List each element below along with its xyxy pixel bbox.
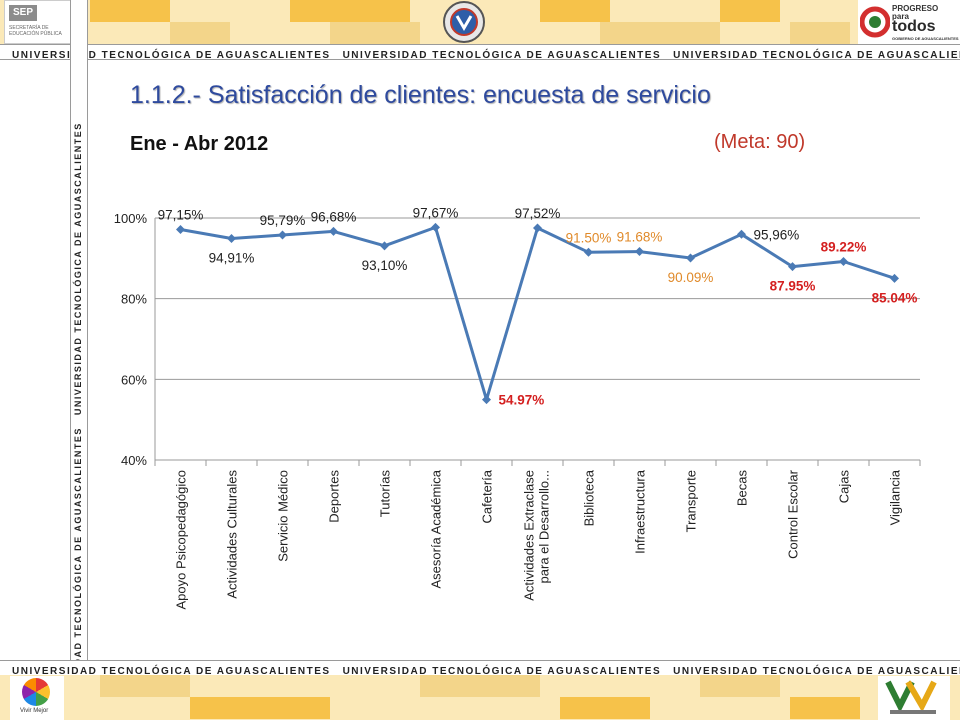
data-point-marker bbox=[788, 262, 797, 272]
top-banner bbox=[0, 0, 960, 44]
data-point-marker bbox=[839, 256, 848, 266]
x-tick-label: Becas bbox=[735, 470, 750, 507]
data-point-marker bbox=[686, 253, 695, 263]
x-tick-label: Vigilancia bbox=[888, 469, 903, 525]
data-label: 97,67% bbox=[413, 205, 459, 220]
vivir-mejor-text: Vivir Mejor bbox=[20, 708, 49, 714]
y-tick-label: 100% bbox=[114, 211, 148, 226]
x-tick-label: Deportes bbox=[327, 470, 342, 523]
data-label: 97,15% bbox=[158, 207, 204, 222]
x-tick-label: Biblioteca bbox=[582, 469, 597, 526]
data-point-marker bbox=[533, 223, 542, 233]
data-point-marker bbox=[329, 226, 338, 236]
x-tick-label: Servicio Médico bbox=[276, 470, 291, 562]
data-label: 95,96% bbox=[754, 227, 800, 242]
y-tick-label: 40% bbox=[121, 453, 147, 468]
uta-anniversary-logo-icon bbox=[878, 676, 950, 720]
satisfaction-line-chart: 40% 60% 80% 100% 97,15% 94,91% 95,79% 96,68% 93,… bbox=[114, 205, 921, 610]
data-point-marker bbox=[176, 224, 185, 234]
data-label: 96,68% bbox=[311, 209, 357, 224]
left-strip-text: UNIVERSIDAD TECNOLÓGICA DE AGUASCALIENTE… bbox=[73, 122, 83, 720]
data-label: 91.50% bbox=[566, 230, 612, 245]
university-strip-top: UNIVERSIDAD TECNOLÓGICA DE AGUASCALIENTE… bbox=[0, 44, 960, 60]
x-tick-label: Cajas bbox=[837, 470, 852, 504]
progreso-logo-icon bbox=[860, 6, 890, 38]
data-label: 90.09% bbox=[668, 270, 714, 285]
data-label: 54.97% bbox=[499, 393, 545, 408]
data-label: 89.22% bbox=[821, 239, 867, 254]
period-label: Ene - Abr 2012 bbox=[130, 133, 269, 155]
x-tick-label: Apoyo Psicopedagógico bbox=[174, 470, 189, 610]
x-tick-label: Cafetería bbox=[480, 469, 495, 523]
data-label: 85.04% bbox=[872, 290, 918, 305]
vivir-mejor-logo: Vivir Mejor bbox=[10, 676, 64, 720]
data-label: 87.95% bbox=[770, 279, 816, 294]
x-tick-label: Asesoría Académica bbox=[429, 469, 444, 588]
progreso-logo-line1: PROGRESO bbox=[892, 4, 939, 13]
data-label: 97,52% bbox=[515, 206, 561, 221]
series-line bbox=[180, 225, 895, 402]
data-point-marker bbox=[482, 395, 491, 405]
data-point-marker bbox=[890, 273, 899, 283]
data-label: 95,79% bbox=[260, 213, 306, 228]
y-tick-label: 60% bbox=[121, 372, 147, 387]
data-point-marker bbox=[431, 222, 440, 232]
sep-logo: SEP SECRETARÍA DE EDUCACIÓN PÚBLICA bbox=[4, 0, 76, 44]
sep-logo-mark: SEP bbox=[9, 5, 37, 21]
left-vertical-strip: UNIVERSIDAD TECNOLÓGICA DE AGUASCALIENTE… bbox=[70, 0, 88, 720]
data-point-marker bbox=[635, 247, 644, 257]
x-tick-label: Transporte bbox=[684, 470, 699, 532]
y-tick-label: 80% bbox=[121, 292, 147, 307]
x-tick-label: Infraestructura bbox=[633, 469, 648, 554]
slide-title: 1.1.2.- Satisfacción de clientes: encues… bbox=[130, 81, 711, 109]
progreso-para-todos-logo: PROGRESO para todos GOBIERNO DE AGUASCAL… bbox=[858, 0, 960, 44]
x-tick-label: Actividades Culturales bbox=[225, 470, 240, 599]
progreso-logo-caption: GOBIERNO DE AGUASCALIENTES bbox=[892, 36, 959, 41]
progreso-logo-line2: para bbox=[892, 12, 909, 21]
data-label: 94,91% bbox=[209, 251, 255, 266]
data-label: 93,10% bbox=[362, 258, 408, 273]
data-point-marker bbox=[584, 247, 593, 257]
x-tick-label: Actividades Extraclasepara el Desarrollo… bbox=[522, 470, 552, 601]
bottom-banner bbox=[0, 675, 960, 720]
data-point-marker bbox=[737, 229, 746, 239]
vivir-mejor-flower-icon bbox=[22, 678, 50, 706]
goal-label: (Meta: 90) bbox=[714, 131, 806, 153]
university-strip-bottom: UNIVERSIDAD TECNOLÓGICA DE AGUASCALIENTE… bbox=[0, 660, 960, 676]
progreso-logo-line3: todos bbox=[892, 18, 936, 35]
x-tick-label: Control Escolar bbox=[786, 469, 801, 559]
x-tick-label: Tutorías bbox=[378, 470, 393, 518]
sep-logo-caption: SECRETARÍA DE EDUCACIÓN PÚBLICA bbox=[9, 25, 62, 37]
data-point-marker bbox=[278, 230, 287, 240]
data-point-marker bbox=[380, 241, 389, 251]
university-seal-icon bbox=[443, 1, 485, 43]
data-label: 91.68% bbox=[617, 230, 663, 245]
data-point-marker bbox=[227, 234, 236, 244]
